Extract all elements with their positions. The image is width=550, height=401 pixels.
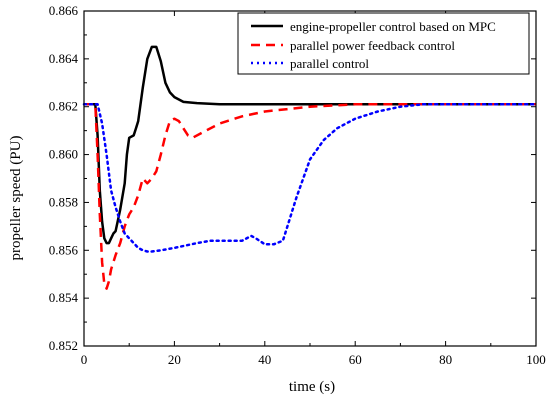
y-tick-label: 0.852: [49, 338, 78, 353]
legend: engine-propeller control based on MPC pa…: [237, 12, 530, 75]
legend-label-power-feedback: parallel power feedback control: [290, 38, 455, 53]
y-tick-label: 0.864: [49, 51, 79, 66]
y-tick-label: 0.862: [49, 99, 78, 114]
series-line-mpc: [84, 45, 536, 245]
y-tick-label: 0.856: [49, 242, 79, 257]
y-tick-label: 0.860: [49, 147, 78, 162]
x-tick-label: 100: [526, 352, 546, 367]
legend-label-mpc: engine-propeller control based on MPC: [290, 19, 496, 34]
legend-box: [237, 12, 530, 75]
y-tick-label: 0.858: [49, 194, 78, 209]
x-axis-title: time (s): [289, 379, 335, 395]
x-tick-label: 80: [439, 352, 452, 367]
x-tick-label: 60: [349, 352, 362, 367]
x-tick-label: 40: [258, 352, 271, 367]
axes-layer: 0 20 40 60 80 100 0.852 0.854 0.856 0.858 0.860 0.8…: [49, 3, 546, 367]
y-tick-label: 0.866: [49, 3, 79, 18]
y-axis-title: propeller speed (PU): [8, 136, 24, 261]
series-line-power-feedback: [84, 103, 536, 290]
legend-label-parallel: parallel control: [290, 56, 369, 71]
x-tick-label: 20: [168, 352, 181, 367]
y-tick-label: 0.854: [49, 290, 79, 305]
series-layer: [82, 45, 538, 290]
series-line-parallel: [82, 103, 538, 253]
x-tick-label: 0: [81, 352, 88, 367]
